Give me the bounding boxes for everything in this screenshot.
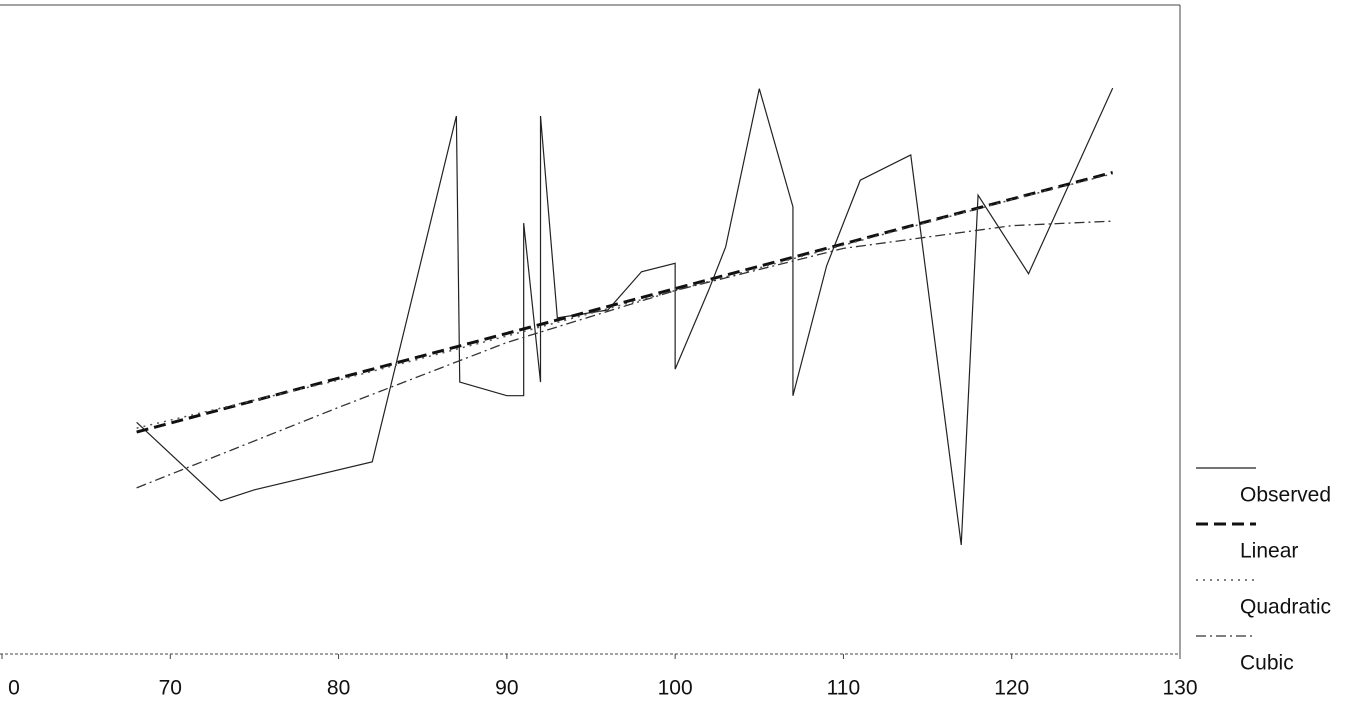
legend-label: Quadratic (1240, 596, 1331, 619)
series-line (136, 173, 1113, 429)
x-tick-label: 100 (658, 677, 693, 700)
x-tick-label: 70 (159, 677, 182, 700)
x-tick-label: 120 (994, 677, 1029, 700)
series-line (136, 87, 1114, 546)
x-tick-label: 80 (327, 677, 350, 700)
x-tick-label: 130 (1162, 677, 1197, 700)
x-tick-label: 0 (8, 677, 20, 700)
legend-label: Observed (1240, 484, 1331, 507)
series-line (136, 170, 1114, 434)
legend-label: Linear (1240, 540, 1298, 563)
legend-label: Cubic (1240, 652, 1294, 675)
x-tick-label: 110 (827, 677, 860, 700)
x-tick-label: 90 (495, 677, 518, 700)
